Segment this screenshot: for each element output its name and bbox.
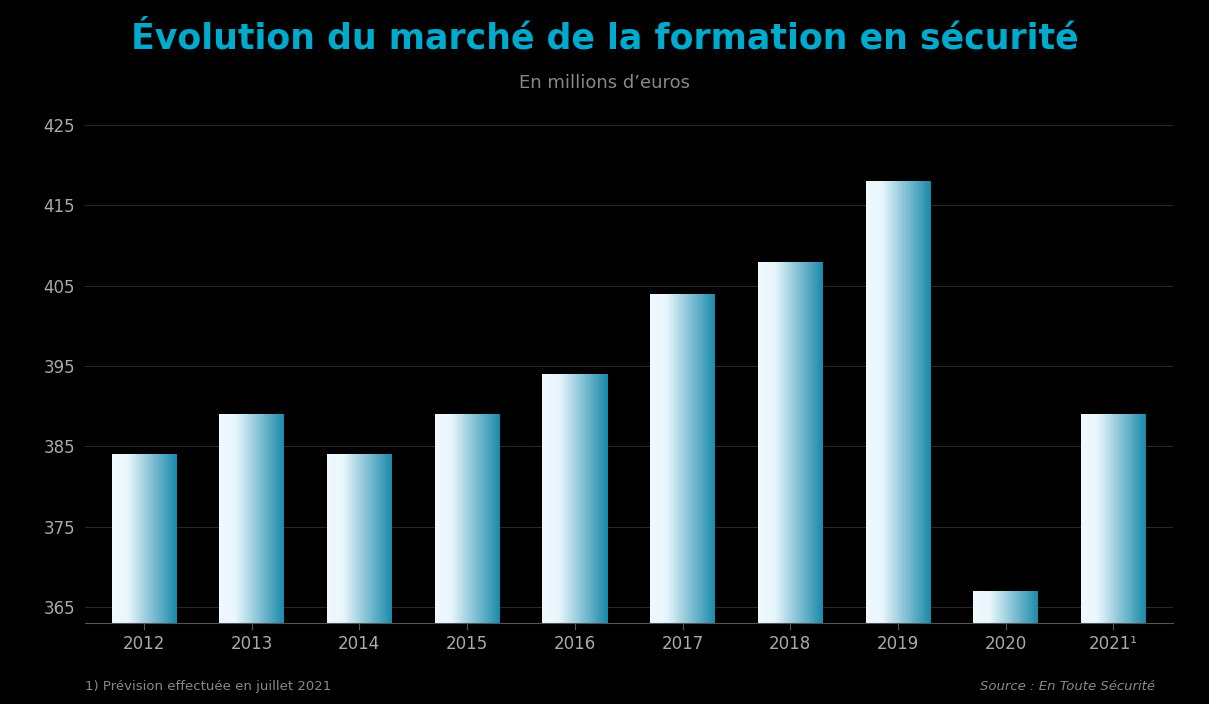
Text: 1) Prévision effectuée en juillet 2021: 1) Prévision effectuée en juillet 2021 (85, 681, 331, 693)
Text: Source : En Toute Sécurité: Source : En Toute Sécurité (979, 681, 1155, 693)
Text: Évolution du marché de la formation en sécurité: Évolution du marché de la formation en s… (131, 21, 1078, 55)
Text: En millions d’euros: En millions d’euros (519, 74, 690, 92)
